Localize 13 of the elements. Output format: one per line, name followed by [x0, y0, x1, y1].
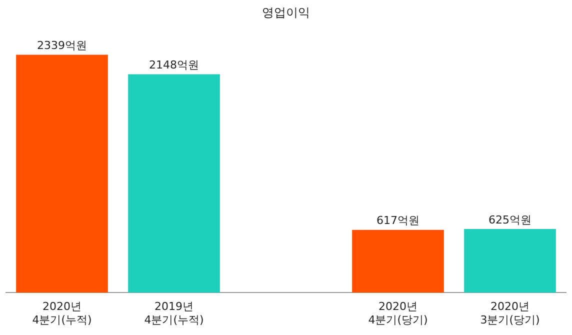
chart-title: 영업이익 — [262, 5, 310, 20]
bar — [352, 230, 444, 293]
x-tick-label: 2020년 4분기(누적) — [32, 300, 92, 326]
data-label: 2148억원 — [149, 58, 199, 72]
bar — [16, 54, 108, 293]
bar — [464, 229, 556, 293]
data-label: 625억원 — [488, 213, 532, 226]
bar — [128, 74, 220, 293]
data-label: 2339억원 — [37, 39, 87, 52]
x-tick-label: 2020년 3분기(당기) — [480, 300, 540, 326]
x-tick-label: 2020년 4분기(당기) — [368, 300, 428, 326]
data-label: 617억원 — [376, 214, 420, 228]
x-tick-label: 2019년 4분기(누적) — [144, 300, 204, 326]
